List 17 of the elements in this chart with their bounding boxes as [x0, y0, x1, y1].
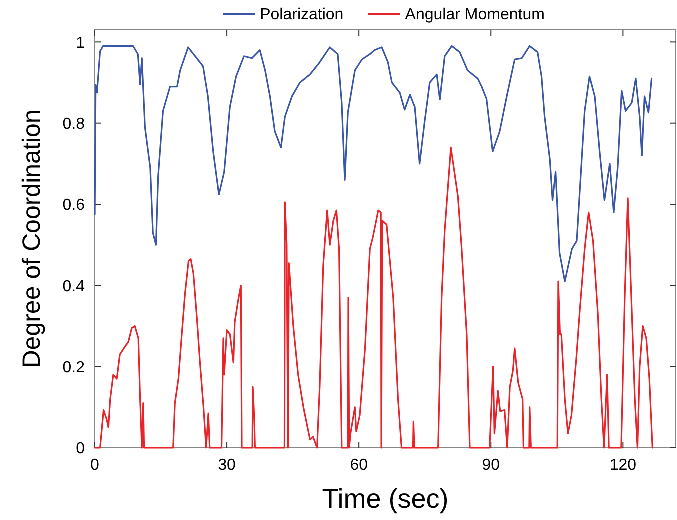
- y-tick-label: 0.4: [62, 278, 86, 296]
- y-tick-label: 0.6: [62, 197, 86, 214]
- x-tick-label: 120: [610, 457, 637, 474]
- x-tick-label: 60: [350, 457, 368, 474]
- legend-label: Angular Momentum: [405, 6, 545, 24]
- legend-label: Polarization: [260, 6, 344, 24]
- y-axis-title: Degree of Coordination: [18, 110, 46, 368]
- x-axis-title: Time (sec): [322, 484, 449, 514]
- line-series: [94, 146, 654, 449]
- line-series: [94, 45, 653, 282]
- y-tick-label: 1: [76, 34, 86, 52]
- x-tick-label: 0: [90, 457, 100, 474]
- x-tick-label: 30: [218, 457, 236, 474]
- y-tick-label: 0: [76, 440, 86, 458]
- y-tick-label: 0.2: [62, 359, 86, 376]
- y-tick-label: 0.8: [62, 116, 86, 133]
- x-tick-label: 90: [482, 457, 500, 474]
